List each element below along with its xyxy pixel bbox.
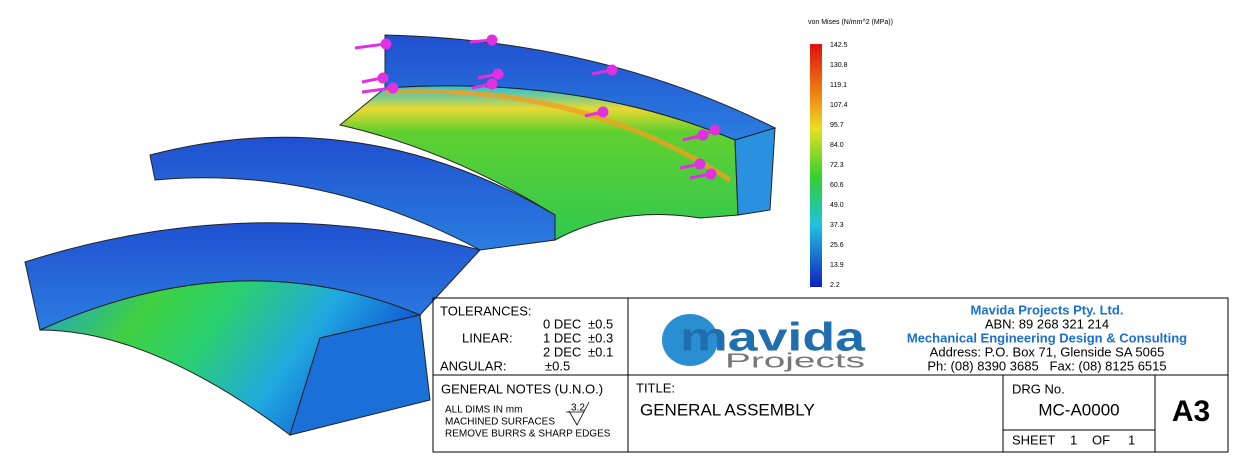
- legend-ticks: 142.5 130.8 119.1 107.4 95.7 84.0 72.3 60.6 49.0…: [830, 42, 848, 289]
- tol-dec: 1 DEC: [543, 330, 581, 345]
- tol-value: ±0.1: [588, 344, 613, 359]
- tol-value: ±0.5: [588, 316, 613, 331]
- legend-title: von Mises (N/mm^2 (MPa)): [808, 19, 893, 26]
- notes-machined: MACHINED SURFACES: [445, 417, 555, 428]
- notes-burrs: REMOVE BURRS & SHARP EDGES: [445, 429, 611, 440]
- sheets: 1: [1128, 432, 1135, 447]
- sheet: 1: [1070, 432, 1077, 447]
- legend-tick-label: 107.4: [830, 102, 848, 109]
- legend-tick-label: 49.0: [830, 202, 844, 209]
- load-arrows: [354, 34, 721, 180]
- notes-dims: ALL DIMS IN mm: [445, 405, 522, 416]
- logo: mavida Projects: [662, 314, 866, 372]
- legend-tick-label: 60.6: [830, 182, 844, 189]
- notes-roughness: 3.2: [571, 403, 585, 414]
- legend-tick-label: 13.9: [830, 262, 844, 269]
- of-label: OF: [1092, 432, 1110, 447]
- company-abn: ABN: 89 268 321 214: [985, 316, 1109, 331]
- legend-tick-label: 95.7: [830, 122, 844, 129]
- tol-angular: ANGULAR:: [440, 358, 506, 373]
- legend-tick-label: 25.6: [830, 242, 844, 249]
- upper-end-face: [734, 127, 776, 216]
- tol-linear: LINEAR:: [462, 330, 513, 345]
- drg-label: DRG No.: [1012, 381, 1065, 396]
- title-block: [432, 297, 1229, 453]
- legend-tick-label: 37.3: [830, 222, 844, 229]
- tol-angular-value: ±0.5: [545, 358, 570, 373]
- company-tagline: Mechanical Engineering Design & Consulti…: [907, 330, 1187, 345]
- legend-tick-label: 72.3: [830, 162, 844, 169]
- logo-sub: Projects: [725, 350, 865, 372]
- upper-inner-face: [338, 85, 739, 241]
- company-name: Mavida Projects Pty. Ltd.: [971, 302, 1124, 317]
- drg-number: MC-A0000: [1038, 400, 1119, 419]
- legend-tick-label: 142.5: [830, 42, 848, 49]
- title-label: TITLE:: [636, 380, 675, 395]
- tol-dec: 0 DEC: [543, 316, 581, 331]
- tol-dec: 2 DEC: [543, 344, 581, 359]
- tol-heading: TOLERANCES:: [440, 303, 532, 318]
- company-address: Address: P.O. Box 71, Glenside SA 5065: [930, 344, 1165, 359]
- company-phone: Ph: (08) 8390 3685 Fax: (08) 8125 6515: [927, 358, 1166, 373]
- tolerance-rows: 0 DEC ±0.5 1 DEC ±0.3 2 DEC ±0.1: [543, 316, 613, 359]
- model: [24, 34, 777, 436]
- logo-word: mavida: [680, 316, 866, 360]
- sheet-label: SHEET: [1012, 432, 1055, 447]
- color-bar: [810, 44, 822, 287]
- notes-heading: GENERAL NOTES (U.N.O.): [441, 381, 603, 396]
- legend-tick-label: 130.8: [830, 62, 848, 69]
- title: GENERAL ASSEMBLY: [640, 400, 815, 419]
- legend-tick-label: 119.1: [830, 82, 847, 89]
- tol-value: ±0.3: [588, 330, 613, 345]
- legend-tick-label: 84.0: [830, 142, 844, 149]
- end-face: [289, 314, 431, 436]
- legend-tick-label: 2.2: [830, 282, 840, 289]
- sheet-size: A3: [1172, 395, 1210, 428]
- upper-stress-band: [384, 88, 732, 183]
- middle-top-face: [149, 136, 556, 251]
